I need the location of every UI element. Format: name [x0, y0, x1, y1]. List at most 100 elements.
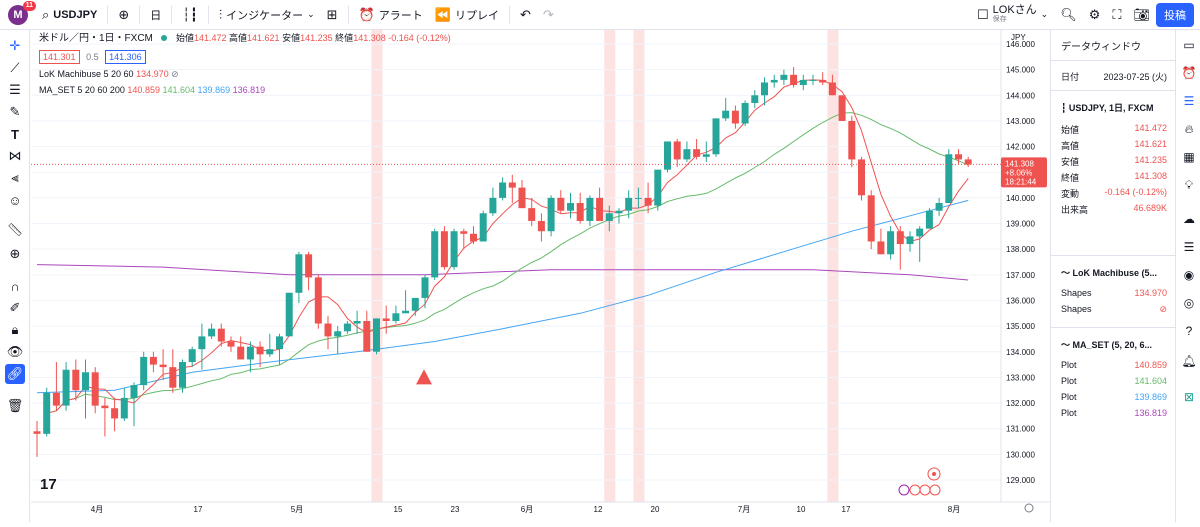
data-window-panel: データウィンドウ 日付 2023-07-25 (火) ┇ USDJPY, 1日,…	[1050, 30, 1175, 522]
candle-body	[188, 349, 196, 363]
axis-settings-icon[interactable]	[1024, 503, 1034, 513]
event-icons[interactable]	[898, 467, 941, 496]
help-icon[interactable]: ?	[1185, 324, 1193, 338]
last-price-value: 141.308	[1005, 159, 1034, 168]
currency-label: JPY	[1011, 33, 1026, 42]
alarm-clock-icon: ⏰	[358, 6, 375, 22]
price-tick-label: 139.000	[1006, 220, 1035, 229]
ruler-icon[interactable]: 📏︎	[6, 222, 24, 237]
pattern-icon[interactable]: ⋈	[8, 148, 22, 163]
snapshot-button[interactable]: 📷︎	[1127, 0, 1156, 30]
hotlist-icon[interactable]: 🔥︎	[1184, 121, 1194, 136]
price-tick-label: 140.000	[1006, 194, 1035, 203]
candle-body	[838, 95, 846, 121]
topbar-right: ☐ LOKさん 保存 ⌄ 🔍︎ ⚙ ⛶ 📷︎ 投稿	[971, 0, 1200, 30]
buy-button[interactable]: 141.306	[105, 50, 146, 64]
price-tick-label: 146.000	[1006, 40, 1035, 49]
emoji-icon[interactable]: ☺	[8, 192, 22, 208]
sell-button[interactable]: 141.301	[39, 50, 80, 64]
templates-button[interactable]: ⊞	[321, 0, 344, 30]
candle-body	[896, 231, 904, 245]
chart-type-button[interactable]: ┆┇	[176, 0, 204, 30]
indicator1-section-header[interactable]: 〜 LoK Machibuse (5...	[1061, 268, 1158, 278]
candle-body	[295, 254, 303, 293]
calendar-icon[interactable]: ▦	[1183, 150, 1195, 164]
candle-body	[722, 110, 730, 119]
candle-body	[72, 369, 80, 391]
last-price-marker: 141.308+8.06%18:21:44	[31, 157, 1047, 188]
text-tool-icon[interactable]: T	[11, 126, 19, 142]
lock-icon[interactable]: 🔒︎	[11, 322, 19, 337]
alert-button[interactable]: ⏰ アラート	[358, 6, 423, 22]
time-tick-label: 4月	[91, 505, 103, 514]
price-axis[interactable]: 146.000145.000144.000143.000142.000141.0…	[1006, 33, 1035, 485]
user-avatar[interactable]: M 11	[8, 0, 36, 25]
candle-body	[518, 187, 526, 209]
legend-title[interactable]: 米ドル／円・1日・FXCM	[39, 33, 153, 44]
chat-icon[interactable]: ☁	[1183, 212, 1195, 226]
forecast-icon[interactable]: ⫷	[11, 170, 19, 185]
candle-body	[43, 392, 51, 434]
indicator2-legend[interactable]: MA_SET 5 20 60 200 140.859 141.604 139.8…	[39, 85, 266, 95]
undo-button[interactable]: ↶	[514, 0, 537, 30]
magnet-icon[interactable]: ∩	[10, 278, 20, 294]
idea-icon[interactable]: 💡︎	[1184, 177, 1194, 192]
ind2-value: 139.869	[1134, 392, 1167, 402]
price-tick-label: 132.000	[1006, 399, 1035, 408]
fullscreen-button[interactable]: ⛶	[1106, 0, 1127, 30]
redo-button[interactable]: ↷	[537, 0, 560, 30]
square-icon: ☐	[976, 6, 989, 22]
price-tick-label: 130.000	[1006, 450, 1035, 459]
interval-button[interactable]: 日	[150, 9, 162, 22]
candle-body	[596, 197, 604, 221]
brush-icon[interactable]: ✎	[9, 104, 21, 119]
time-axis[interactable]: 4月 17 5月 15 23 6月 12 20 7月 10 17 8月	[91, 505, 960, 514]
fib-retracement-icon[interactable]: ☰	[9, 82, 21, 97]
notification-icon[interactable]: 🔔︎	[1181, 354, 1197, 368]
broadcast-icon[interactable]: ◉	[1183, 268, 1195, 282]
replay-button[interactable]: ⏪ リプレイ	[434, 6, 499, 22]
price-tick-label: 143.000	[1006, 117, 1035, 126]
quick-search-button[interactable]: 🔍︎	[1054, 0, 1083, 30]
stream-icon[interactable]: ◎	[1183, 296, 1195, 310]
indicator1-legend[interactable]: LoK Machibuse 5 20 60 134.970 ⊘	[39, 69, 179, 79]
candle-body	[887, 231, 895, 255]
settings-button[interactable]: ⚙	[1083, 0, 1107, 30]
line-icon: 〜	[1061, 340, 1073, 350]
symbol-section-header[interactable]: ┇ USDJPY, 1日, FXCM	[1061, 103, 1154, 113]
candle-body	[741, 102, 749, 124]
lock-drawing-icon[interactable]: ✐	[9, 300, 21, 315]
price-tick-label: 138.000	[1006, 245, 1035, 254]
close-indicator-icon[interactable]: ⊠	[1183, 390, 1195, 404]
candle-body	[227, 341, 235, 347]
highlight-band	[633, 30, 645, 502]
trend-line-icon[interactable]: ⟋	[10, 60, 20, 75]
watchlist-icon[interactable]: ▭	[1183, 38, 1195, 52]
indicators-button[interactable]: ⫶ インジケーター ⌄	[218, 6, 315, 22]
ohlc-value: 141.621	[1134, 139, 1167, 149]
zoom-in-icon[interactable]: ⊕	[9, 246, 21, 261]
compare-symbol-button[interactable]: ⊕	[112, 0, 135, 30]
chart-area[interactable]: 146.000145.000144.000143.000142.000141.0…	[31, 30, 1050, 522]
indicator2-section-header[interactable]: 〜 MA_SET (5, 20, 6...	[1061, 340, 1153, 350]
post-button[interactable]: 投稿	[1156, 2, 1194, 27]
ohlc-label: 高値	[1061, 141, 1080, 151]
candle-body	[33, 431, 41, 434]
trash-icon[interactable]: 🗑︎	[6, 398, 24, 413]
price-tick-label: 135.000	[1006, 322, 1035, 331]
alarm-icon[interactable]: ⏰	[1181, 66, 1197, 80]
last-price-box	[1001, 157, 1047, 188]
candle-body	[654, 169, 662, 206]
eye-icon[interactable]: 👁︎	[6, 344, 24, 359]
messages-icon[interactable]: ☰	[1183, 240, 1195, 254]
symbol-search-button[interactable]: ⌕ USDJPY	[36, 0, 103, 30]
candle-body	[159, 364, 167, 368]
layout-button[interactable]: ☐ LOKさん 保存 ⌄	[976, 3, 1049, 23]
ohlc-row: 出来高 46.689K	[1061, 203, 1167, 216]
link-icon[interactable]: 🔗︎	[5, 364, 25, 384]
crosshair-icon[interactable]: ✛	[9, 38, 21, 53]
candle-body	[964, 159, 972, 165]
candle-body	[644, 197, 652, 206]
price-chart[interactable]: 146.000145.000144.000143.000142.000141.0…	[31, 30, 1050, 522]
data-window-icon[interactable]: ☰	[1183, 94, 1195, 108]
